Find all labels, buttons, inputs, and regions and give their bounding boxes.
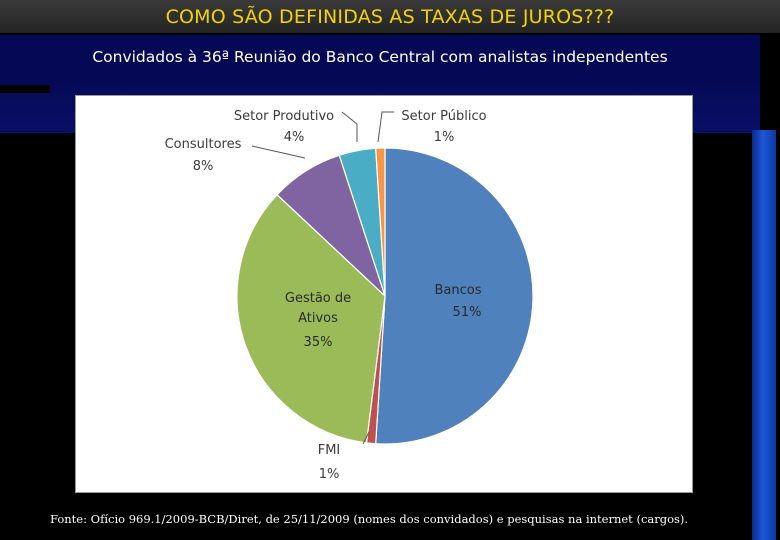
- slice-value-label: 8%: [193, 159, 214, 174]
- subtitle-band: [0, 35, 760, 85]
- slice-name-label: Bancos: [435, 283, 482, 298]
- slice-value-label: 51%: [453, 305, 482, 320]
- decorative-side-strip: [752, 130, 776, 540]
- slice-value-label: 4%: [284, 130, 305, 145]
- slice-name-label: Gestão de: [285, 291, 351, 306]
- pie-slice-bancos: [375, 147, 534, 445]
- slide-subtitle: Convidados à 36ª Reunião do Banco Centra…: [92, 48, 668, 66]
- leader-line: [251, 145, 306, 159]
- pie-chart: Bancos 51% FMI 1% Gestão de Ativos 35% Consulto…: [165, 109, 534, 482]
- pie-slice-setor-p-blico: [375, 147, 386, 297]
- slice-name-label: Ativos: [298, 311, 338, 326]
- slice-name-label: Consultores: [165, 137, 242, 152]
- pie-chart-panel: Bancos 51% FMI 1% Gestão de Ativos 35% Consulto…: [75, 95, 693, 493]
- slice-name-label: Setor Produtivo: [234, 109, 334, 124]
- slice-value-label: 35%: [304, 335, 333, 350]
- slide-title: COMO SÃO DEFINIDAS AS TAXAS DE JUROS???: [165, 6, 615, 28]
- leader-line: [341, 111, 358, 142]
- slice-value-label: 1%: [434, 130, 455, 145]
- slice-value-label: 1%: [319, 467, 340, 482]
- leader-line: [362, 431, 370, 445]
- band-notch: [0, 85, 50, 93]
- slice-name-label: FMI: [318, 443, 341, 458]
- slice-name-label: Setor Público: [401, 109, 486, 124]
- title-bar: COMO SÃO DEFINIDAS AS TAXAS DE JUROS???: [0, 0, 780, 33]
- pie-slice-gest-o-de-ativos: [236, 193, 386, 444]
- leader-line: [377, 111, 394, 143]
- source-note: Fonte: Ofício 969.1/2009-BCB/Diret, de 2…: [50, 512, 689, 526]
